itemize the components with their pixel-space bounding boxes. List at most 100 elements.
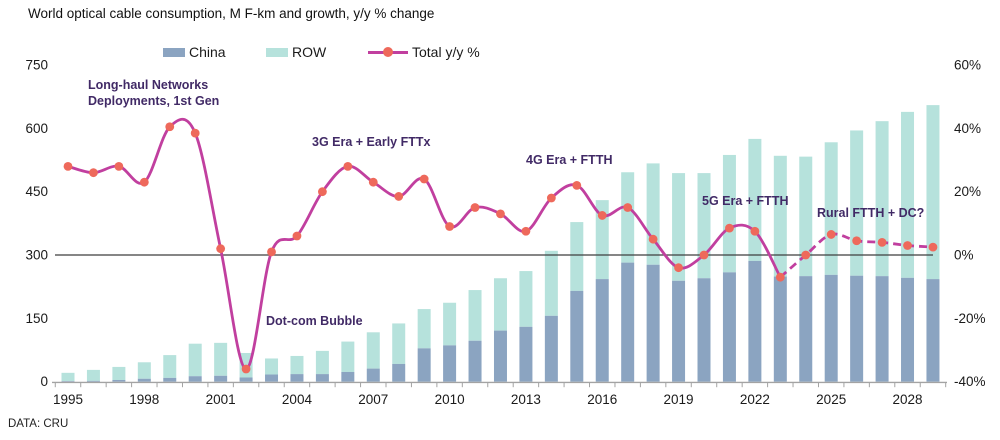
data-point-dot: [623, 203, 633, 212]
china-bar: [443, 345, 457, 382]
legend-item-china: China: [163, 44, 226, 60]
china-bar: [86, 380, 100, 382]
annotation-text: Dot-com Bubble: [266, 314, 363, 328]
right-axis-label: -40%: [954, 374, 986, 389]
row-bar: [265, 358, 279, 375]
data-point-dot: [750, 226, 760, 236]
row-bar: [850, 130, 864, 276]
row-bar: [722, 154, 736, 273]
china-bar: [392, 363, 406, 382]
right-axis-label: -20%: [954, 311, 986, 326]
annotation-4g-era: 4G Era + FTTH: [526, 152, 612, 168]
data-point-dot: [241, 364, 251, 374]
legend-label-row: ROW: [292, 44, 327, 60]
left-axis-label: 600: [25, 121, 48, 136]
row-bar: [595, 200, 609, 280]
row-bar: [926, 105, 940, 280]
row-bar: [773, 155, 787, 277]
data-point-dot: [394, 192, 404, 201]
left-axis-label: 450: [25, 184, 48, 199]
left-axis-label: 0: [40, 374, 48, 389]
x-axis-label: 2028: [892, 392, 922, 407]
china-bar: [61, 381, 75, 382]
data-point-dot: [801, 250, 811, 260]
annotation-text: Deployments, 1st Gen: [88, 94, 220, 108]
right-axis-label: 40%: [954, 121, 981, 136]
row-bar: [901, 111, 915, 278]
china-bar: [748, 260, 762, 382]
x-axis-label: 2019: [664, 392, 694, 407]
annotation-3g-era: 3G Era + Early FTTx: [312, 134, 430, 150]
x-axis-label: 2022: [740, 392, 770, 407]
data-point-dot: [89, 168, 98, 178]
line-dot-icon: [383, 47, 393, 57]
row-bar: [290, 355, 304, 375]
x-axis-label: 2007: [358, 392, 388, 407]
data-point-dot: [267, 247, 276, 257]
row-bar: [188, 343, 202, 377]
row-bar: [544, 250, 558, 316]
china-bar: [214, 375, 228, 382]
china-bar: [493, 330, 507, 382]
row-bar: [61, 372, 75, 382]
left-axis-label: 300: [25, 248, 48, 263]
china-bar: [875, 276, 889, 382]
annotation-text: 5G Era + FTTH: [702, 194, 789, 208]
row-bar: [417, 309, 431, 349]
china-bar: [926, 279, 940, 382]
row-bar: [366, 332, 380, 369]
china-bar: [315, 374, 329, 382]
data-point-dot: [877, 237, 887, 247]
x-axis-label: 2001: [206, 392, 236, 407]
legend-label-total-yy: Total y/y %: [412, 44, 480, 60]
annotation-text: 3G Era + Early FTTx: [312, 135, 431, 149]
data-point-dot: [648, 234, 658, 244]
china-bar: [519, 326, 533, 382]
china-bar: [773, 276, 787, 382]
data-point-dot: [470, 203, 480, 212]
data-point-dot: [318, 187, 327, 197]
china-bar: [265, 374, 279, 382]
x-axis-label: 2004: [282, 392, 313, 407]
china-bar: [646, 264, 660, 382]
x-axis-label: 2010: [435, 392, 465, 407]
data-point-dot: [114, 161, 124, 171]
china-bar: [468, 340, 482, 382]
row-bar: [697, 173, 711, 279]
china-bar: [366, 368, 380, 382]
data-point-dot: [826, 230, 836, 239]
x-axis-label: 1998: [129, 392, 159, 407]
x-axis-label: 2016: [587, 392, 617, 407]
row-bar: [875, 121, 889, 277]
china-bar: [799, 276, 813, 382]
data-point-dot: [445, 222, 454, 231]
data-point-dot: [546, 193, 556, 203]
row-bar: [112, 366, 126, 381]
legend-item-total-yy: Total y/y %: [368, 44, 480, 60]
x-axis-label: 2025: [816, 392, 846, 407]
right-axis-label: 60%: [954, 58, 981, 73]
china-bar: [824, 274, 838, 382]
row-bar: [519, 271, 533, 327]
data-point-dot: [292, 231, 302, 241]
right-axis-label: 20%: [954, 184, 981, 199]
legend: China ROW Total y/y %: [0, 44, 1000, 64]
data-point-dot: [572, 180, 582, 190]
annotation-text: Rural FTTH + DC?: [817, 206, 925, 220]
annotation-dotcom-bubble: Dot-com Bubble: [266, 313, 363, 329]
right-axis-label: 0%: [954, 248, 974, 263]
row-bar: [621, 172, 635, 263]
row-bar: [163, 355, 177, 378]
data-point-dot: [216, 244, 226, 254]
china-bar: [137, 378, 151, 382]
data-point-dot: [597, 211, 607, 220]
row-bar: [392, 323, 406, 364]
china-bar: [290, 374, 304, 382]
data-point-dot: [368, 177, 378, 187]
legend-item-row: ROW: [266, 44, 326, 60]
china-bar: [595, 279, 609, 382]
data-point-dot: [521, 226, 531, 236]
line-swatch-icon: [368, 47, 408, 57]
